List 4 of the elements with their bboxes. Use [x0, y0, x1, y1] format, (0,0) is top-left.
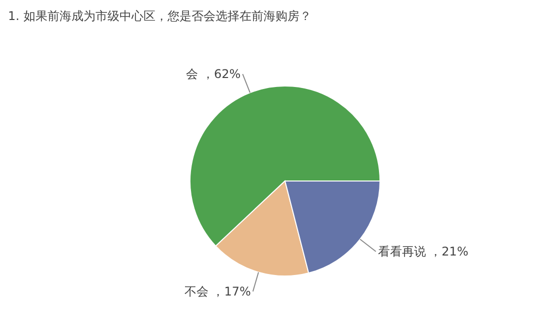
slice-label: 不会 ，17% — [184, 284, 251, 298]
slice-label: 看看再说 ，21% — [378, 244, 468, 258]
slice-label: 会 ，62% — [186, 67, 241, 82]
chart-title: 1. 如果前海成为市级中心区，您是否会选择在前海购房？ — [8, 8, 312, 25]
